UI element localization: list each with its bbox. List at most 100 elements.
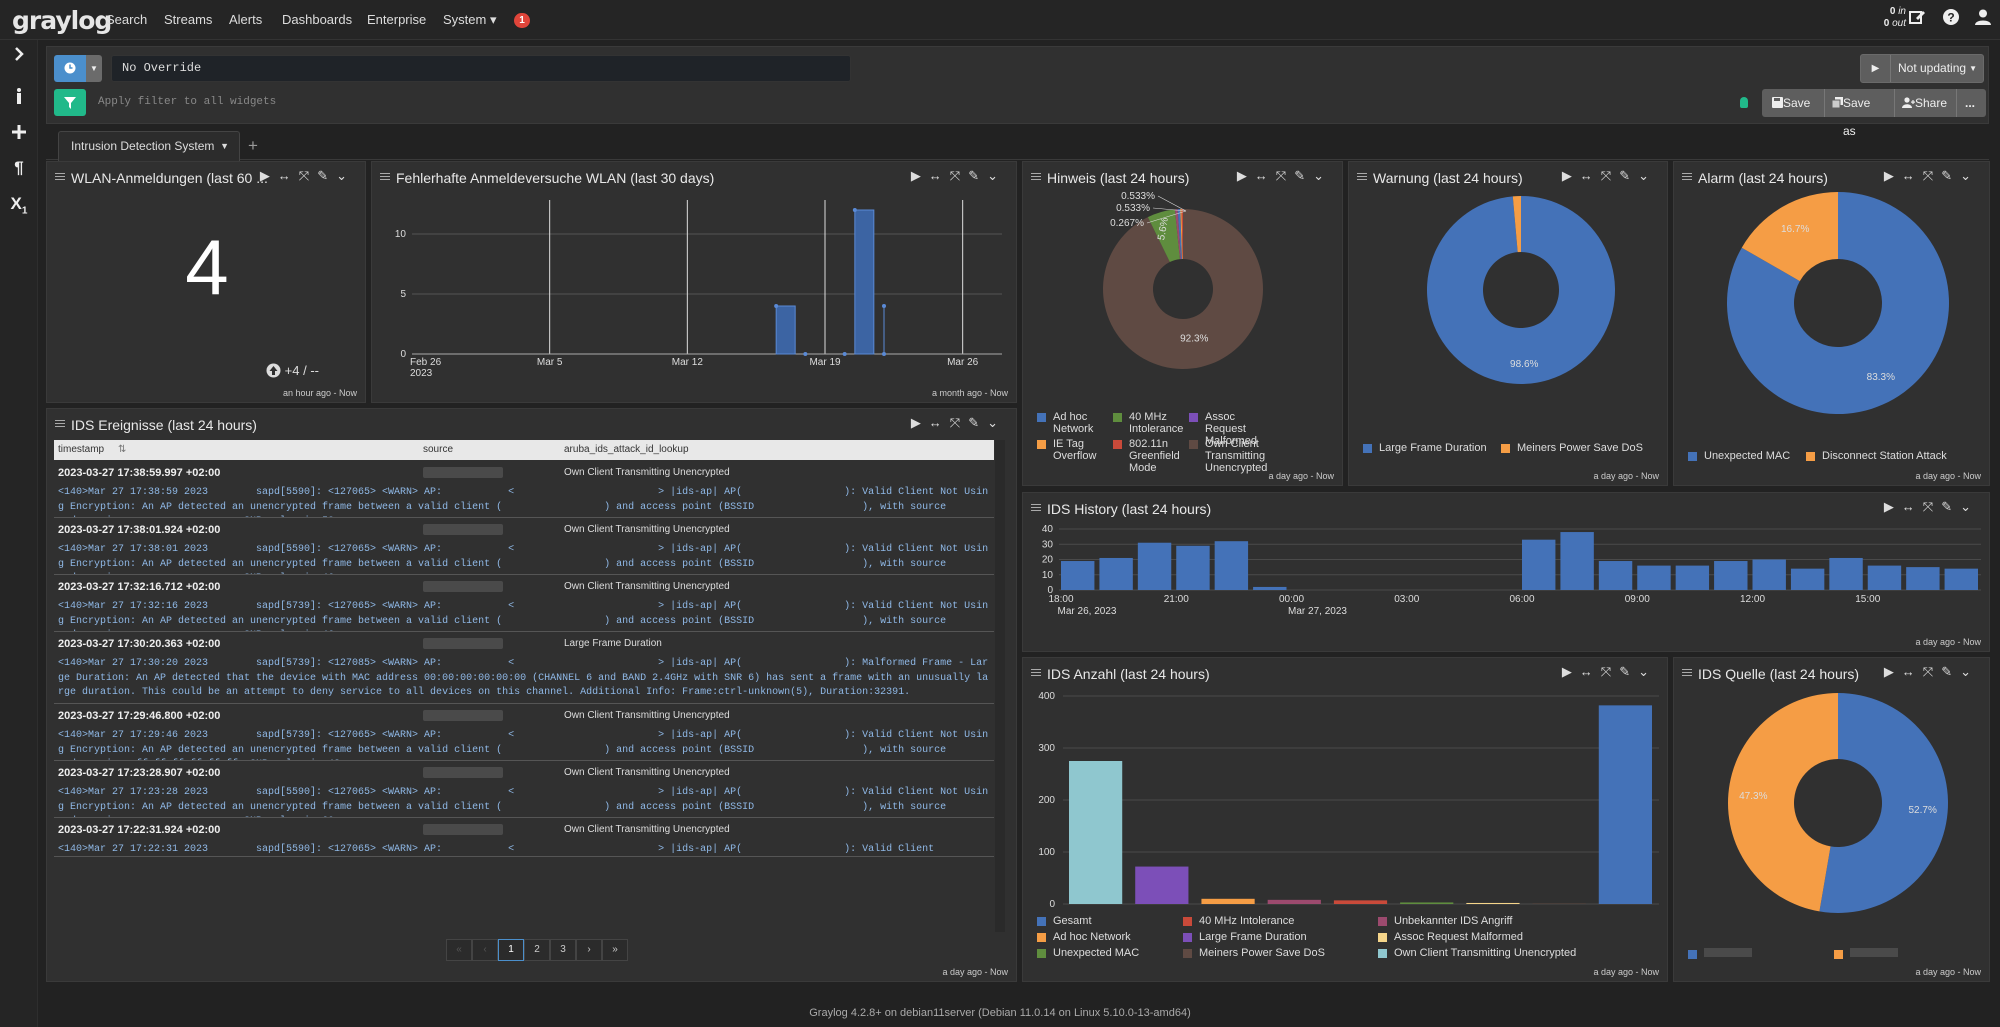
event-timestamp: 2023-03-27 17:38:59.997 +02:00 <box>58 467 221 479</box>
drag-handle-icon[interactable] <box>55 420 65 427</box>
drag-handle-icon[interactable] <box>380 173 390 180</box>
next-page-button[interactable]: › <box>576 939 602 961</box>
widget-actions[interactable]: ▶↔⤧✎⌄ <box>1883 664 1979 679</box>
column-attack[interactable]: aruba_ids_attack_id_lookup <box>564 444 689 455</box>
column-source[interactable]: source <box>423 444 454 455</box>
widget-actions[interactable]: ▶↔⤧✎⌄ <box>1883 499 1979 514</box>
drag-handle-icon[interactable] <box>1682 173 1692 180</box>
notification-badge[interactable]: 1 <box>514 13 530 28</box>
legend-item[interactable]: Unexpected MAC <box>1037 947 1139 959</box>
legend-swatch <box>1113 440 1122 449</box>
events-scrollbar[interactable] <box>995 440 1005 932</box>
drag-handle-icon[interactable] <box>1031 669 1041 676</box>
paragraph-icon[interactable]: ¶ <box>14 158 24 177</box>
last-page-button[interactable]: » <box>602 939 628 961</box>
drag-handle-icon[interactable] <box>1357 173 1367 180</box>
add-icon[interactable] <box>0 124 38 144</box>
legend-item[interactable]: 802.11n Greenfield Mode <box>1113 438 1187 474</box>
tab-intrusion-detection[interactable]: Intrusion Detection System ▼ <box>58 131 240 161</box>
user-icon[interactable] <box>1972 8 1994 30</box>
legend-item[interactable]: Own Client Transmitting Unencrypted <box>1189 438 1267 474</box>
dashboard-tabs <box>46 130 1989 160</box>
table-row[interactable]: 2023-03-27 17:38:59.997 +02:00 Own Client… <box>54 461 994 518</box>
nav-streams[interactable]: Streams <box>164 12 213 27</box>
legend-item[interactable]: Unbekannter IDS Angriff <box>1378 915 1512 927</box>
nav-alerts[interactable]: Alerts <box>229 12 263 27</box>
legend-item[interactable]: 40 MHz Intolerance <box>1183 915 1294 927</box>
widget-failed-logins: Fehlerhafte Anmeldeversuche WLAN (last 3… <box>371 161 1017 403</box>
legend-item[interactable]: Assoc Request Malformed <box>1189 411 1263 447</box>
legend-item[interactable]: 40 MHz Intolerance <box>1113 411 1187 435</box>
more-button[interactable]: ... <box>1965 96 1976 110</box>
expand-icon[interactable] <box>0 46 38 66</box>
legend-item[interactable]: Gesamt <box>1037 915 1092 927</box>
nav-search[interactable]: Search <box>106 12 148 27</box>
event-message: <140>Mar 27 17:32:16 2023 sapd[5739]: <1… <box>58 601 989 631</box>
prev-page-button[interactable]: ‹ <box>472 939 498 961</box>
event-attack-type: Large Frame Duration <box>564 638 662 649</box>
graylog-logo[interactable]: graylog <box>12 6 112 35</box>
lightbulb-icon[interactable] <box>1740 97 1748 108</box>
widget-actions[interactable]: ▶↔⤧✎⌄ <box>1883 168 1979 183</box>
play-icon[interactable]: ▶ <box>1861 55 1891 82</box>
legend-item[interactable] <box>1834 948 1898 960</box>
pie-slice <box>1177 209 1182 260</box>
drag-handle-icon[interactable] <box>1031 504 1041 511</box>
legend-item[interactable]: Own Client Transmitting Unencrypted <box>1378 947 1576 959</box>
legend-item[interactable]: Ad hoc Network <box>1037 931 1131 943</box>
table-row[interactable]: 2023-03-27 17:29:46.800 +02:00 Own Client… <box>54 704 994 761</box>
widget-actions[interactable]: ▶↔⤧✎⌄ <box>259 168 355 183</box>
table-row[interactable]: 2023-03-27 17:30:20.363 +02:00 Large Fram… <box>54 632 994 704</box>
widget-actions[interactable]: ▶↔⤧✎⌄ <box>1561 168 1657 183</box>
legend-swatch <box>1113 413 1122 422</box>
stream-override-input[interactable]: No Override <box>111 55 851 82</box>
legend-item[interactable]: Meiners Power Save DoS <box>1183 947 1325 959</box>
page-1[interactable]: 1 <box>498 939 524 961</box>
legend-item[interactable]: Assoc Request Malformed <box>1378 931 1523 943</box>
table-row[interactable]: 2023-03-27 17:32:16.712 +02:00 Own Client… <box>54 575 994 632</box>
nav-system[interactable]: System ▾ <box>443 12 497 27</box>
page-3[interactable]: 3 <box>550 939 576 961</box>
table-row[interactable]: 2023-03-27 17:22:31.924 +02:00 Own Client… <box>54 818 994 857</box>
legend-item[interactable]: Large Frame Duration <box>1183 931 1307 943</box>
nav-enterprise[interactable]: Enterprise <box>367 12 427 27</box>
save-as-button[interactable]: Save as <box>1831 89 1870 138</box>
edit-icon[interactable] <box>1906 8 1928 30</box>
sort-icon[interactable]: ⇅ <box>118 444 127 455</box>
column-timestamp[interactable]: timestamp <box>58 444 105 455</box>
drag-handle-icon[interactable] <box>1031 173 1041 180</box>
time-range-dropdown[interactable]: ▼ <box>86 55 102 82</box>
label-leader <box>1157 195 1187 212</box>
nav-dashboards[interactable]: Dashboards <box>282 12 353 27</box>
legend-item[interactable]: Meiners Power Save DoS <box>1501 442 1643 454</box>
first-page-button[interactable]: « <box>446 939 472 961</box>
refresh-control[interactable]: ▶ Not updating ▼ <box>1860 54 1984 83</box>
add-tab-button[interactable]: + <box>248 136 258 155</box>
chevron-down-icon[interactable]: ▼ <box>220 141 229 151</box>
drag-handle-icon[interactable] <box>55 173 65 180</box>
legend-item[interactable]: Unexpected MAC <box>1688 450 1790 462</box>
info-icon[interactable] <box>0 88 38 109</box>
event-source-redacted <box>423 767 503 778</box>
share-button[interactable]: Share <box>1902 89 1947 117</box>
drag-handle-icon[interactable] <box>1682 669 1692 676</box>
legend-item[interactable]: Ad hoc Network <box>1037 411 1111 435</box>
table-row[interactable]: 2023-03-27 17:38:01.924 +02:00 Own Client… <box>54 518 994 575</box>
save-button[interactable]: Save <box>1772 89 1810 117</box>
page-2[interactable]: 2 <box>524 939 550 961</box>
filter-button[interactable] <box>54 89 86 116</box>
legend-item[interactable]: Disconnect Station Attack <box>1806 450 1947 462</box>
filter-input[interactable]: Apply filter to all widgets <box>98 96 277 108</box>
legend-item[interactable]: IE Tag Overflow <box>1037 438 1111 462</box>
fields-icon[interactable]: X1 <box>10 194 28 217</box>
help-icon[interactable]: ? <box>1940 8 1962 30</box>
legend-label: Ad hoc Network <box>1053 411 1094 435</box>
widget-actions[interactable]: ▶↔⤧✎⌄ <box>1561 664 1657 679</box>
legend-item[interactable] <box>1688 948 1752 960</box>
time-range-button[interactable] <box>54 55 86 82</box>
widget-actions[interactable]: ▶↔⤧✎⌄ <box>910 415 1006 430</box>
table-row[interactable]: 2023-03-27 17:23:28.907 +02:00 Own Client… <box>54 761 994 818</box>
widget-actions[interactable]: ▶↔⤧✎⌄ <box>1236 168 1332 183</box>
widget-actions[interactable]: ▶↔⤧✎⌄ <box>910 168 1006 183</box>
legend-item[interactable]: Large Frame Duration <box>1363 442 1487 454</box>
